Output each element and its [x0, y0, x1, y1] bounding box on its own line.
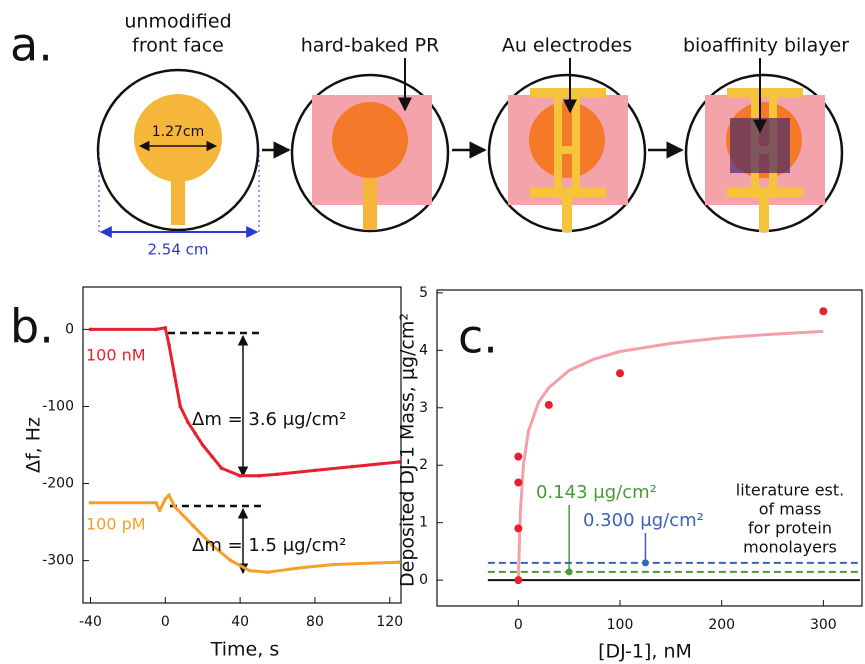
- y-axis-label: Deposited DJ-1 Mass, μg/cm²: [397, 313, 419, 587]
- x-tick-label: -40: [79, 614, 102, 630]
- y-tick-label: 2: [419, 457, 428, 473]
- point: [88, 501, 93, 505]
- y-axis-label: Δf, Hz: [23, 417, 45, 473]
- reference-label: 0.143 μg/cm²: [536, 482, 657, 503]
- step-label: unmodified: [124, 11, 231, 33]
- point: [238, 474, 242, 478]
- pin-head: [565, 568, 573, 576]
- point: [616, 369, 625, 378]
- y-tick-label: 5: [419, 285, 428, 301]
- point: [154, 501, 158, 505]
- point: [266, 570, 270, 574]
- y-tick-label: 1: [419, 515, 428, 531]
- point: [313, 468, 317, 473]
- step-label: hard-baked PR: [301, 35, 440, 57]
- electrodes: [530, 88, 606, 232]
- note: monolayers: [743, 538, 837, 557]
- disc: [134, 94, 222, 182]
- point: [514, 478, 523, 487]
- line: [90, 493, 400, 574]
- step-label: Au electrodes: [502, 35, 632, 57]
- point: [219, 466, 224, 470]
- y-tick-label: -100: [42, 398, 74, 414]
- note: for protein: [748, 519, 832, 538]
- point: [185, 420, 190, 424]
- point: [514, 524, 523, 533]
- charts: b.Time, sΔf, Hz-40 0 40 80 1200-100-200-3001…: [10, 285, 863, 663]
- line: [516, 329, 824, 581]
- stem: [171, 175, 185, 225]
- point: [294, 566, 299, 571]
- point: [257, 474, 261, 478]
- x-axis-label: [DJ-1], nM: [598, 641, 692, 663]
- series-label: 100 pM: [86, 515, 146, 534]
- y-tick-label: 4: [419, 342, 428, 358]
- point: [178, 404, 183, 409]
- point: [514, 576, 523, 585]
- dimension-label: 2.54 cm: [147, 241, 208, 259]
- step-label: bioaffinity bilayer: [683, 35, 849, 57]
- point: [544, 400, 553, 409]
- point: [88, 327, 93, 332]
- stem: [363, 170, 377, 230]
- y-tick-label: 3: [419, 400, 428, 416]
- point: [200, 443, 205, 447]
- point: [163, 326, 168, 330]
- point: [172, 504, 177, 509]
- series-label: 100 nM: [86, 346, 146, 365]
- plot-frame: [82, 286, 402, 604]
- y-tick-label: -300: [42, 553, 74, 569]
- x-axis-label: Time, s: [210, 639, 279, 661]
- point: [193, 431, 198, 436]
- plot-frame: [436, 289, 863, 607]
- point: [172, 373, 177, 378]
- point: [247, 568, 252, 573]
- point: [397, 460, 401, 464]
- pin-head: [641, 559, 649, 567]
- point: [163, 497, 168, 501]
- point: [275, 472, 280, 477]
- y-tick-label: 0: [65, 321, 74, 337]
- reference-label: 0.300 μg/cm²: [583, 510, 704, 531]
- annotation: Δm = 1.5 μg/cm²: [192, 535, 346, 556]
- point: [397, 560, 401, 564]
- x-tick-label: 200: [708, 617, 735, 633]
- point: [228, 558, 233, 563]
- x-tick-label: 120: [376, 614, 403, 630]
- x-tick-label: 0: [514, 617, 523, 633]
- x-tick-label: 0: [161, 614, 170, 630]
- panel-label: c.: [458, 310, 498, 364]
- y-tick-label: -200: [42, 476, 74, 492]
- x-tick-label: 100: [607, 617, 634, 633]
- x-tick-label: 80: [306, 614, 324, 630]
- point: [191, 524, 196, 528]
- point: [210, 543, 214, 547]
- panel-a: a. unmodified front face hard-baked PR A…: [10, 11, 849, 259]
- note: of mass: [759, 500, 822, 519]
- annotation: Δm = 3.6 μg/cm²: [192, 409, 346, 430]
- disc: [529, 102, 605, 178]
- dimension-label: 1.27cm: [152, 124, 205, 140]
- y-tick-label: 0: [419, 572, 428, 588]
- point: [154, 327, 158, 332]
- note: literature est.: [736, 481, 845, 500]
- disc: [332, 102, 408, 178]
- point: [819, 307, 828, 316]
- step-label: front face: [132, 35, 224, 57]
- x-tick-label: 300: [810, 617, 837, 633]
- x-tick-label: 40: [231, 614, 249, 630]
- point: [157, 508, 162, 513]
- panel-label: b.: [10, 300, 54, 354]
- point: [514, 452, 523, 461]
- point: [350, 464, 355, 469]
- point: [210, 454, 214, 459]
- panel-label: a.: [10, 18, 53, 72]
- point: [167, 493, 171, 497]
- point: [331, 562, 336, 567]
- point: [167, 343, 171, 347]
